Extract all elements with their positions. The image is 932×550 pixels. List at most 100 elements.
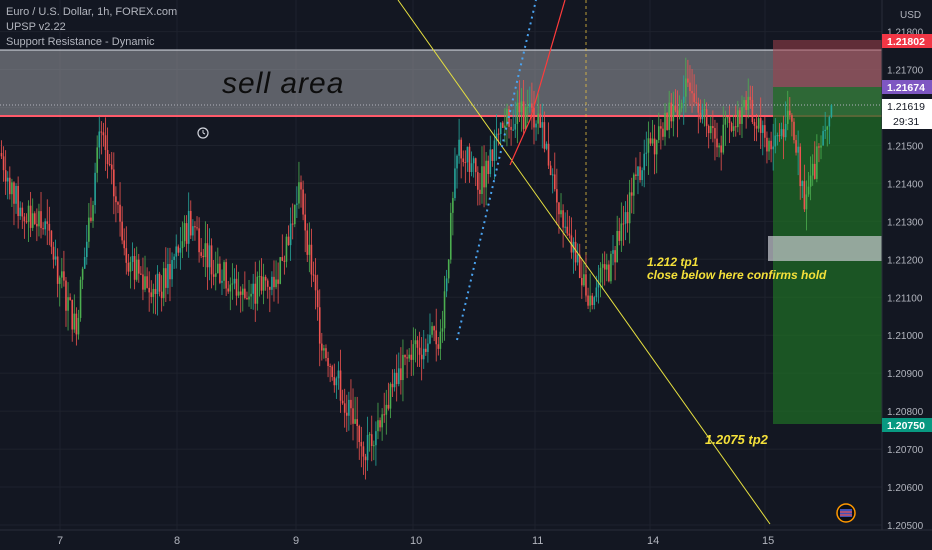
candle-body: [743, 100, 745, 107]
candle-body: [300, 182, 302, 190]
candle-body: [737, 110, 739, 128]
candle-body: [597, 282, 600, 288]
candle-body: [92, 205, 94, 221]
candle-body: [599, 267, 602, 283]
blue-dotted-trendline[interactable]: [456, 0, 537, 341]
candle-body: [414, 340, 417, 345]
candle-body: [605, 264, 608, 270]
candle-body: [293, 204, 296, 225]
candle-body: [776, 135, 779, 137]
candle-body: [410, 354, 413, 360]
candle-body: [298, 182, 300, 204]
candle-body: [75, 313, 78, 335]
chart-legend: Euro / U.S. Dollar, 1h, FOREX.com UPSP v…: [6, 5, 177, 50]
candle-body: [728, 117, 731, 123]
candle-body: [456, 155, 458, 169]
indicator-support-resistance[interactable]: Support Resistance - Dynamic: [6, 36, 155, 48]
candle-body: [614, 250, 616, 263]
candle-body: [612, 250, 614, 254]
candle-body: [237, 291, 240, 296]
candle-body: [304, 214, 306, 231]
symbol-title[interactable]: Euro / U.S. Dollar, 1h, FOREX.com: [6, 6, 178, 18]
candle-body: [616, 230, 618, 263]
candle-body: [387, 404, 390, 409]
candle-body: [377, 420, 379, 432]
candle-body: [578, 254, 581, 278]
candle-body: [458, 139, 460, 156]
candle-body: [593, 297, 596, 306]
candle-body: [348, 399, 350, 416]
candle-body: [477, 172, 479, 190]
candle-body: [745, 100, 747, 110]
candle-body: [741, 106, 743, 124]
candle-body: [412, 344, 415, 360]
candle-body: [269, 286, 271, 290]
candle-body: [558, 202, 560, 215]
candle-body: [680, 102, 683, 109]
candle-body: [789, 110, 791, 116]
candle-body: [302, 189, 304, 215]
candle-body: [637, 166, 639, 176]
candle-body: [100, 131, 103, 133]
currency-label[interactable]: USD: [900, 10, 921, 21]
candle-body: [15, 186, 17, 204]
us-flag-event-icon[interactable]: [836, 503, 856, 523]
stop-price-text: 1.21802: [887, 36, 925, 48]
sell-area-label: sell area: [222, 67, 344, 100]
candle-body: [13, 182, 15, 204]
candle-body: [185, 223, 188, 244]
candle-body: [119, 204, 121, 222]
candle-body: [560, 210, 562, 215]
candle-body: [826, 126, 829, 130]
alarm-clock-icon[interactable]: [197, 127, 209, 139]
time-axis-background: [0, 530, 932, 550]
candle-body: [252, 283, 254, 294]
candle-body: [85, 241, 88, 258]
candle-body: [31, 213, 34, 228]
candle-body: [624, 212, 627, 224]
candle-body: [782, 129, 785, 138]
red-projection-line[interactable]: [509, 0, 566, 166]
time-axis-labels[interactable]: 7 8 9 10 11 14 15: [57, 535, 774, 547]
price-tick-label: 1.21300: [887, 217, 924, 228]
candle-body: [341, 400, 344, 404]
candle-body: [429, 334, 431, 344]
candle-body: [137, 259, 140, 274]
candle-body: [801, 181, 804, 187]
candle-body: [649, 138, 652, 144]
candle-body: [626, 212, 629, 224]
candle-body: [196, 227, 198, 229]
candle-body: [17, 186, 19, 217]
candle-body: [464, 162, 467, 164]
candle-body: [449, 212, 452, 260]
target-price-text: 1.20750: [887, 420, 925, 432]
price-tick-label: 1.21800: [887, 28, 924, 39]
candle-body: [761, 125, 764, 133]
candle-body: [63, 271, 65, 281]
tp1-box: [768, 236, 882, 261]
candle-body: [402, 354, 404, 381]
candle-body: [547, 143, 550, 166]
candle-body: [651, 138, 654, 144]
candle-body: [331, 366, 334, 378]
candle-body: [797, 146, 799, 153]
indicator-upsp[interactable]: UPSP v2.22: [6, 21, 66, 33]
candle-body: [133, 256, 136, 280]
candle-body: [106, 150, 109, 165]
candle-body: [281, 257, 284, 261]
candle-body: [11, 182, 13, 195]
candle-body: [420, 354, 423, 360]
candle-body: [244, 288, 246, 299]
candle-body: [716, 138, 718, 148]
candle-body: [514, 123, 517, 130]
candle-body: [183, 223, 186, 242]
candle-body: [516, 102, 519, 124]
candle-body: [813, 163, 816, 179]
candle-body: [90, 217, 92, 221]
candle-body: [485, 160, 487, 188]
yellow-trendline[interactable]: [397, 0, 771, 525]
date-tick-label: 11: [532, 535, 543, 547]
candle-body: [110, 164, 113, 170]
stop-zone: [773, 40, 882, 87]
